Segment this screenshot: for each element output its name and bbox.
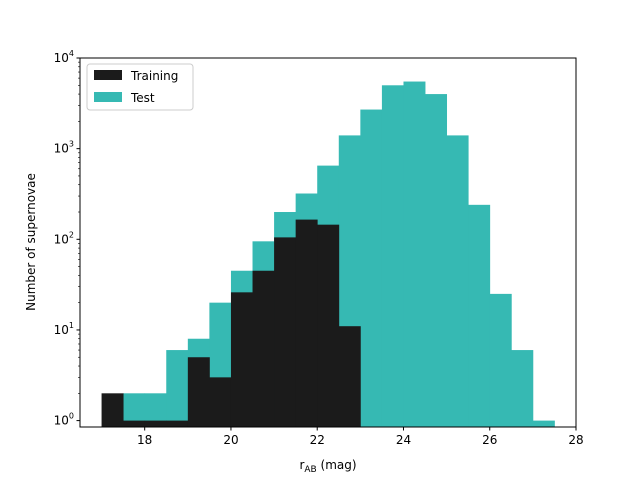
bar-training-3 (166, 420, 189, 427)
x-axis-label-unit: (mag) (317, 458, 357, 472)
legend-swatch-training (94, 70, 122, 80)
y-tick-label-4: 104 (54, 49, 74, 65)
x-axis-label-sub: AB (304, 465, 316, 475)
plot-frame (79, 57, 577, 428)
bars-training (101, 219, 361, 427)
legend-label-training: Training (130, 69, 178, 83)
bar-test-1 (123, 393, 146, 427)
bar-training-0 (101, 393, 124, 427)
bar-test-16 (446, 135, 469, 427)
bar-test-15 (425, 94, 448, 427)
bar-test-14 (403, 81, 426, 427)
x-axis-label-main: r (299, 458, 304, 472)
legend-swatch-test (94, 92, 122, 102)
x-axis: 18 20 22 24 26 28 (137, 427, 584, 447)
legend: Training Test (86, 63, 194, 111)
bar-training-1 (123, 420, 146, 427)
x-tick-label-5: 28 (568, 433, 583, 447)
bar-test-19 (511, 350, 534, 427)
x-tick-label-3: 24 (396, 433, 411, 447)
bar-test-13 (381, 85, 404, 427)
y-tick-label-2: 102 (54, 230, 74, 246)
bar-training-11 (338, 326, 361, 427)
legend-label-test: Test (130, 91, 155, 105)
x-tick-label-2: 22 (310, 433, 325, 447)
bar-training-5 (209, 377, 232, 427)
x-axis-label: rAB (mag) (299, 458, 356, 475)
y-tick-label-0: 100 (54, 412, 74, 428)
y-axis: 100 101 102 103 104 (54, 49, 80, 428)
bar-test-20 (532, 420, 555, 427)
bar-training-10 (317, 224, 340, 427)
bar-training-2 (144, 420, 167, 427)
x-tick-label-4: 26 (482, 433, 497, 447)
bar-training-9 (295, 219, 318, 427)
y-tick-label-1: 101 (54, 321, 74, 337)
bar-test-17 (468, 204, 491, 427)
bar-training-4 (187, 357, 210, 427)
x-tick-label-1: 20 (223, 433, 238, 447)
y-tick-label-3: 103 (54, 140, 74, 156)
bar-training-8 (274, 237, 297, 427)
bar-training-6 (230, 292, 253, 427)
bar-test-18 (489, 293, 512, 427)
x-tick-label-0: 18 (137, 433, 152, 447)
bar-training-7 (252, 270, 275, 427)
bar-test-2 (144, 393, 167, 427)
bar-test-12 (360, 109, 383, 428)
y-axis-label: Number of supernovae (24, 173, 38, 311)
bar-test-3 (166, 350, 189, 427)
